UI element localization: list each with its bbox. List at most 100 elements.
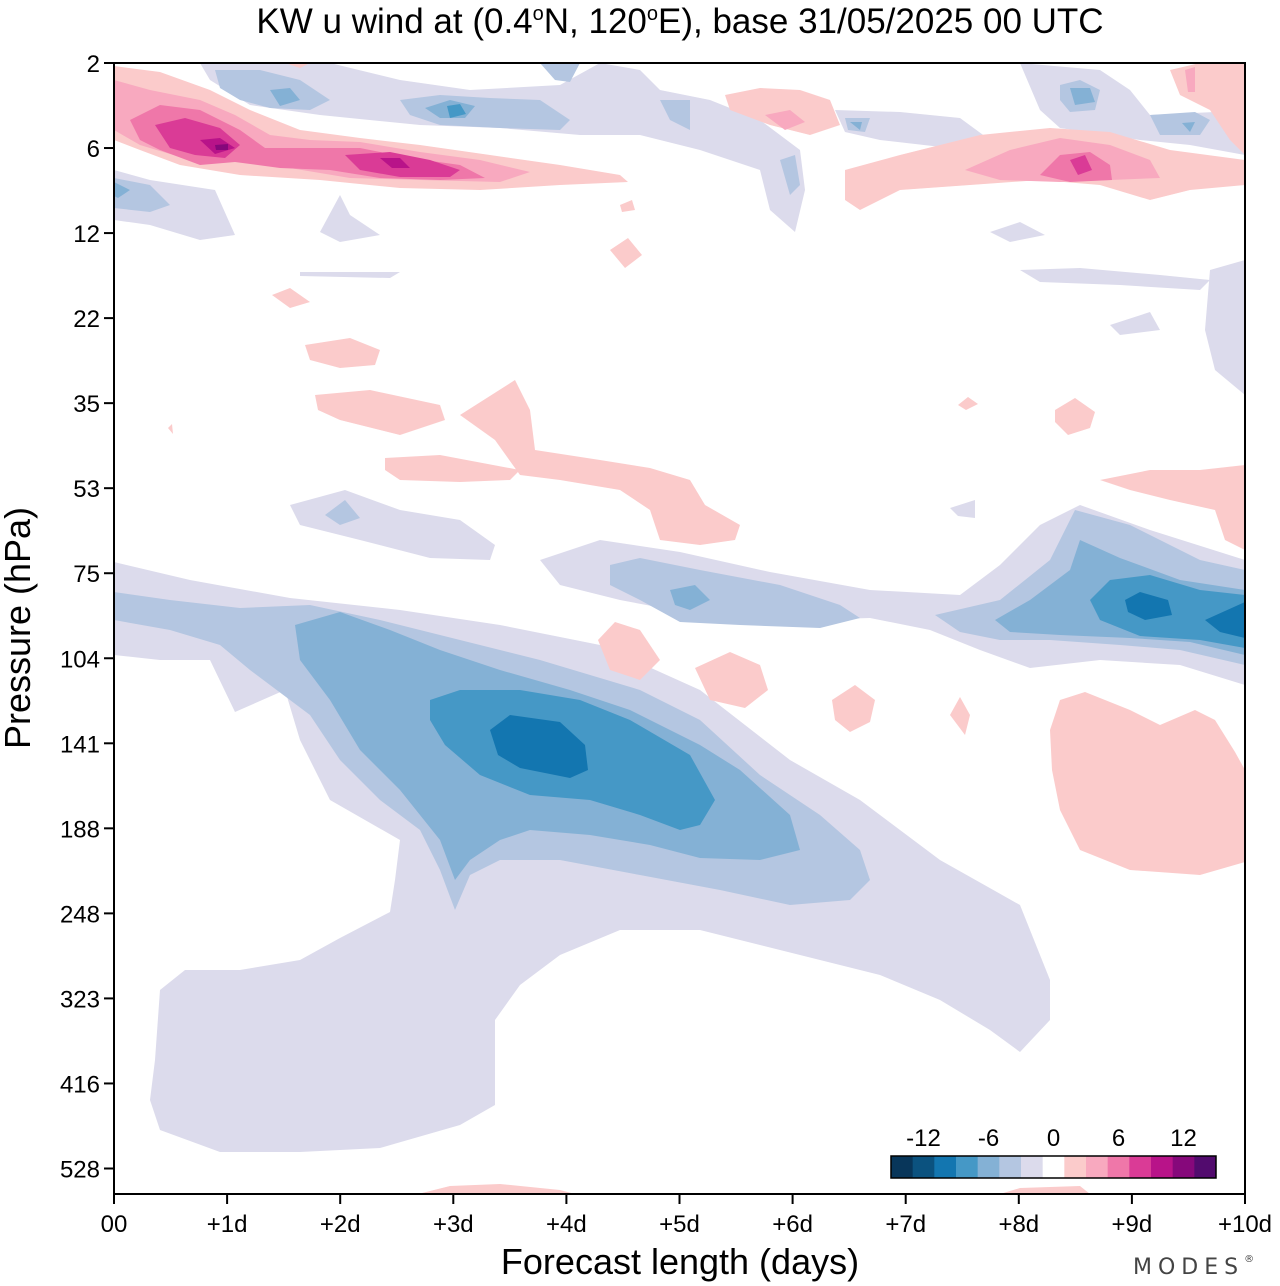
brand-mark: ® xyxy=(1244,1254,1254,1265)
contour-pos-2-s9 xyxy=(695,652,768,708)
contour-neg-2-top-left xyxy=(200,63,805,232)
y-axis: 2 6 12 22 35 53 75 104 141 188 248 323 416 528 xyxy=(60,51,114,1183)
y-tick-label: 12 xyxy=(73,221,100,248)
y-tick-label: 2 xyxy=(87,51,100,78)
colorbar-swatch xyxy=(977,1156,1000,1178)
colorbar-swatch xyxy=(1194,1156,1217,1178)
contour-pos-2-s6 xyxy=(385,455,520,482)
contour-pos-2-right-53 xyxy=(1100,465,1245,550)
x-tick-label: +5d xyxy=(659,1211,700,1238)
colorbar-swatch xyxy=(956,1156,979,1178)
contour-pos-12-top xyxy=(215,144,228,150)
colorbar-swatch xyxy=(999,1156,1022,1178)
contour-neg-6-top-5 xyxy=(850,122,862,130)
colorbar-swatch xyxy=(1151,1156,1174,1178)
x-tick-label: +7d xyxy=(885,1211,926,1238)
x-tick-label: +3d xyxy=(433,1211,474,1238)
contour-neg-4-top-5 xyxy=(780,155,800,195)
contour-pos-2-s5 xyxy=(315,390,445,435)
contour-pos-2-s12 xyxy=(1055,398,1095,435)
contour-pos-2-lower-right xyxy=(1050,692,1245,875)
y-tick-label: 104 xyxy=(60,646,100,673)
colorbar-swatch xyxy=(1042,1156,1065,1178)
colorbar-swatch xyxy=(1129,1156,1152,1178)
contour-neg-2-right-22 xyxy=(1205,260,1245,395)
contour-neg-6-left-6 xyxy=(114,182,130,198)
contour-neg-4-band-75 xyxy=(610,558,860,628)
x-tick-label: +2d xyxy=(320,1211,361,1238)
contour-neg-10-right-75 xyxy=(1125,592,1172,620)
contour-field: -12 -6 0 6 12 xyxy=(114,63,1245,1194)
contour-neg-4-top-3 xyxy=(540,63,580,82)
contour-neg-2-spot-e xyxy=(320,195,380,242)
contour-pos-2-s10 xyxy=(832,685,875,732)
colorbar-swatch xyxy=(934,1156,957,1178)
y-tick-label: 75 xyxy=(73,561,100,588)
x-tick-label: +4d xyxy=(546,1211,587,1238)
contour-neg-2-spot-d xyxy=(950,500,975,518)
contour-neg-6-band-75 xyxy=(670,585,710,610)
colorbar-label: 12 xyxy=(1170,1125,1197,1152)
y-tick-label: 141 xyxy=(60,731,100,758)
contour-pos-2-s11 xyxy=(950,697,970,735)
y-tick-label: 528 xyxy=(60,1156,100,1183)
contour-neg-4-spot-53 xyxy=(325,500,360,525)
x-tick-label: +8d xyxy=(998,1211,1039,1238)
contour-neg-8-top xyxy=(447,104,466,118)
chart-title-part-2: N, 120 xyxy=(544,2,647,41)
chart-title-degree-1: o xyxy=(533,3,544,25)
contour-pos-2-bottom-1 xyxy=(418,1184,575,1194)
contour-pos-2-s1 xyxy=(620,200,635,212)
contour-pos-2-s7 xyxy=(168,424,173,434)
colorbar-swatch xyxy=(1021,1156,1044,1178)
contour-pos-2-wedge xyxy=(460,380,740,545)
contour-neg-2-spot-b xyxy=(1020,268,1210,290)
colorbar-label: 6 xyxy=(1112,1125,1125,1152)
chart-title-part-3: E), base 31/05/2025 00 UTC xyxy=(658,2,1104,41)
x-tick-label: +1d xyxy=(207,1211,248,1238)
contour-neg-2-upper-mid xyxy=(290,490,495,560)
colorbar: -12 -6 0 6 12 xyxy=(881,1118,1226,1184)
contour-pos-8-top-3 xyxy=(1070,155,1092,175)
contour-pos-4-top-1 xyxy=(765,110,805,130)
colorbar-swatch xyxy=(1107,1156,1130,1178)
y-tick-label: 416 xyxy=(60,1071,100,1098)
contour-pos-2-s13 xyxy=(958,397,978,410)
x-tick-label: 00 xyxy=(101,1211,128,1238)
colorbar-frame xyxy=(890,1155,1217,1179)
brand-logo: MODES® xyxy=(1133,1254,1254,1280)
contour-neg-6-top-3 xyxy=(1070,88,1095,105)
y-tick-label: 6 xyxy=(87,136,100,163)
y-axis-title: Pressure (hPa) xyxy=(0,507,38,749)
brand-name: MODES xyxy=(1133,1255,1244,1280)
y-tick-label: 53 xyxy=(73,476,100,503)
colorbar-label: -12 xyxy=(906,1125,941,1152)
contour-pos-2-s8 xyxy=(598,622,660,680)
colorbar-label: -6 xyxy=(978,1125,999,1152)
colorbar-label: 0 xyxy=(1047,1125,1060,1152)
x-tick-label: +10d xyxy=(1218,1211,1272,1238)
contour-pos-2-s4 xyxy=(305,338,380,368)
colorbar-swatch xyxy=(1172,1156,1195,1178)
contour-pos-2-bottom-2 xyxy=(1000,1186,1090,1194)
chart-title-part-1: KW u wind at (0.4 xyxy=(256,2,532,41)
y-tick-label: 323 xyxy=(60,986,100,1013)
x-tick-label: +9d xyxy=(1112,1211,1153,1238)
contour-neg-4-left-6 xyxy=(114,178,170,212)
contour-neg-2-top-right xyxy=(835,110,990,148)
contour-neg-2-spot-a xyxy=(990,222,1045,242)
contour-pos-2-s2 xyxy=(610,238,642,268)
contour-neg-6-top-4 xyxy=(1182,122,1195,132)
contour-neg-10-right-edge xyxy=(1205,602,1245,638)
contour-neg-10-main xyxy=(490,715,588,778)
contour-pos-2-s3 xyxy=(272,288,310,308)
contour-pos-10-top-2 xyxy=(380,158,410,168)
contour-neg-6-top-1 xyxy=(270,88,300,106)
y-tick-label: 248 xyxy=(60,901,100,928)
contour-neg-2-spot-f xyxy=(300,272,400,278)
contour-neg-2-spot-c xyxy=(1110,312,1160,335)
colorbar-swatch xyxy=(891,1156,914,1178)
y-tick-label: 22 xyxy=(73,306,100,333)
contour-neg-4-top-7 xyxy=(1150,112,1210,135)
